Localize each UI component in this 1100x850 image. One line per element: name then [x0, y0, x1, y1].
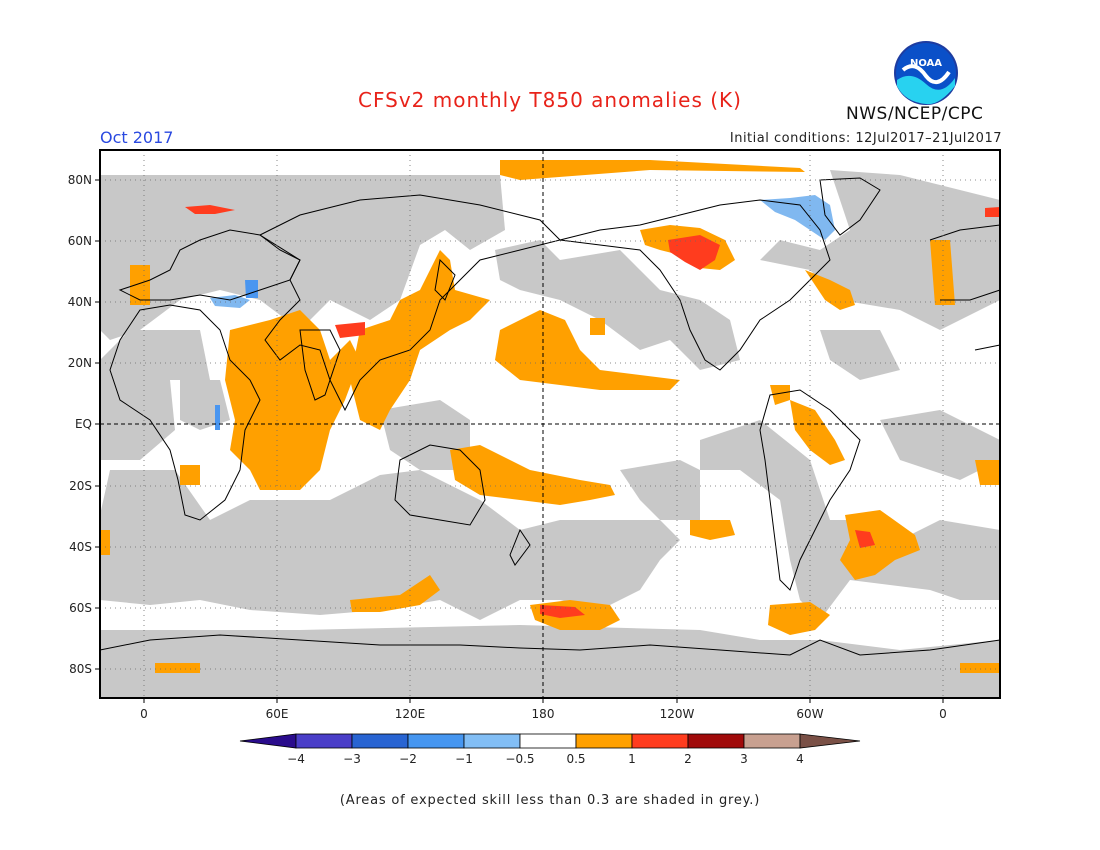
- colorbar-label: 1: [628, 752, 636, 766]
- colorbar-swatch: [239, 733, 297, 749]
- warm-anomaly-red: [185, 205, 1000, 618]
- lat-label: 60N: [67, 234, 92, 248]
- lat-label: 80N: [67, 173, 92, 187]
- colorbar-swatch: [463, 733, 521, 749]
- lat-label: 80S: [69, 662, 92, 676]
- lon-label: 120W: [659, 707, 695, 721]
- initial-conditions: Initial conditions: 12Jul2017–21Jul2017: [729, 131, 1002, 146]
- logo-text: NOAA: [910, 58, 942, 69]
- colorbar: [239, 733, 861, 749]
- skill-footnote: (Areas of expected skill less than 0.3 a…: [339, 793, 761, 808]
- colorbar-label: −1: [455, 752, 473, 766]
- lon-label: 0: [140, 707, 148, 721]
- equator-dateline: [100, 150, 1000, 698]
- lat-label: 20S: [69, 479, 92, 493]
- colorbar-label: 4: [796, 752, 804, 766]
- cool-anomaly-blue: [210, 195, 835, 430]
- lat-label: EQ: [74, 417, 92, 431]
- agency-label: NWS/NCEP/CPC: [846, 104, 984, 124]
- lat-label: 40S: [69, 540, 92, 554]
- colorbar-label: −4: [287, 752, 305, 766]
- colorbar-swatch: [687, 733, 745, 749]
- coastlines: [99, 177, 1001, 656]
- lon-label: 120E: [394, 707, 426, 721]
- valid-month: Oct 2017: [100, 128, 174, 147]
- colorbar-label: −2: [399, 752, 417, 766]
- colorbar-swatch: [799, 733, 861, 749]
- map-title: CFSv2 monthly T850 anomalies (K): [358, 88, 742, 112]
- lat-label: 40N: [67, 295, 92, 309]
- lat-label: 20N: [67, 356, 92, 370]
- colorbar-swatch: [575, 733, 633, 749]
- lat-label: 60S: [69, 601, 92, 615]
- colorbar-swatch: [407, 733, 465, 749]
- lon-label: 0: [939, 707, 947, 721]
- noaa-logo: NOAA: [894, 41, 958, 105]
- colorbar-swatch: [631, 733, 689, 749]
- colorbar-label: −0.5: [505, 752, 535, 766]
- lon-label: 60E: [265, 707, 289, 721]
- colorbar-swatch: [295, 733, 353, 749]
- lon-label: 60W: [796, 707, 824, 721]
- tick-marks: [95, 179, 944, 703]
- colorbar-label: 0.5: [566, 752, 586, 766]
- colorbar-label: 2: [684, 752, 692, 766]
- colorbar-swatch: [743, 733, 801, 749]
- colorbar-swatch: [351, 733, 409, 749]
- lon-label: 180: [531, 707, 555, 721]
- graticule: [100, 150, 1000, 698]
- colorbar-swatch: [519, 733, 577, 749]
- colorbar-label: −3: [343, 752, 361, 766]
- colorbar-label: 3: [740, 752, 748, 766]
